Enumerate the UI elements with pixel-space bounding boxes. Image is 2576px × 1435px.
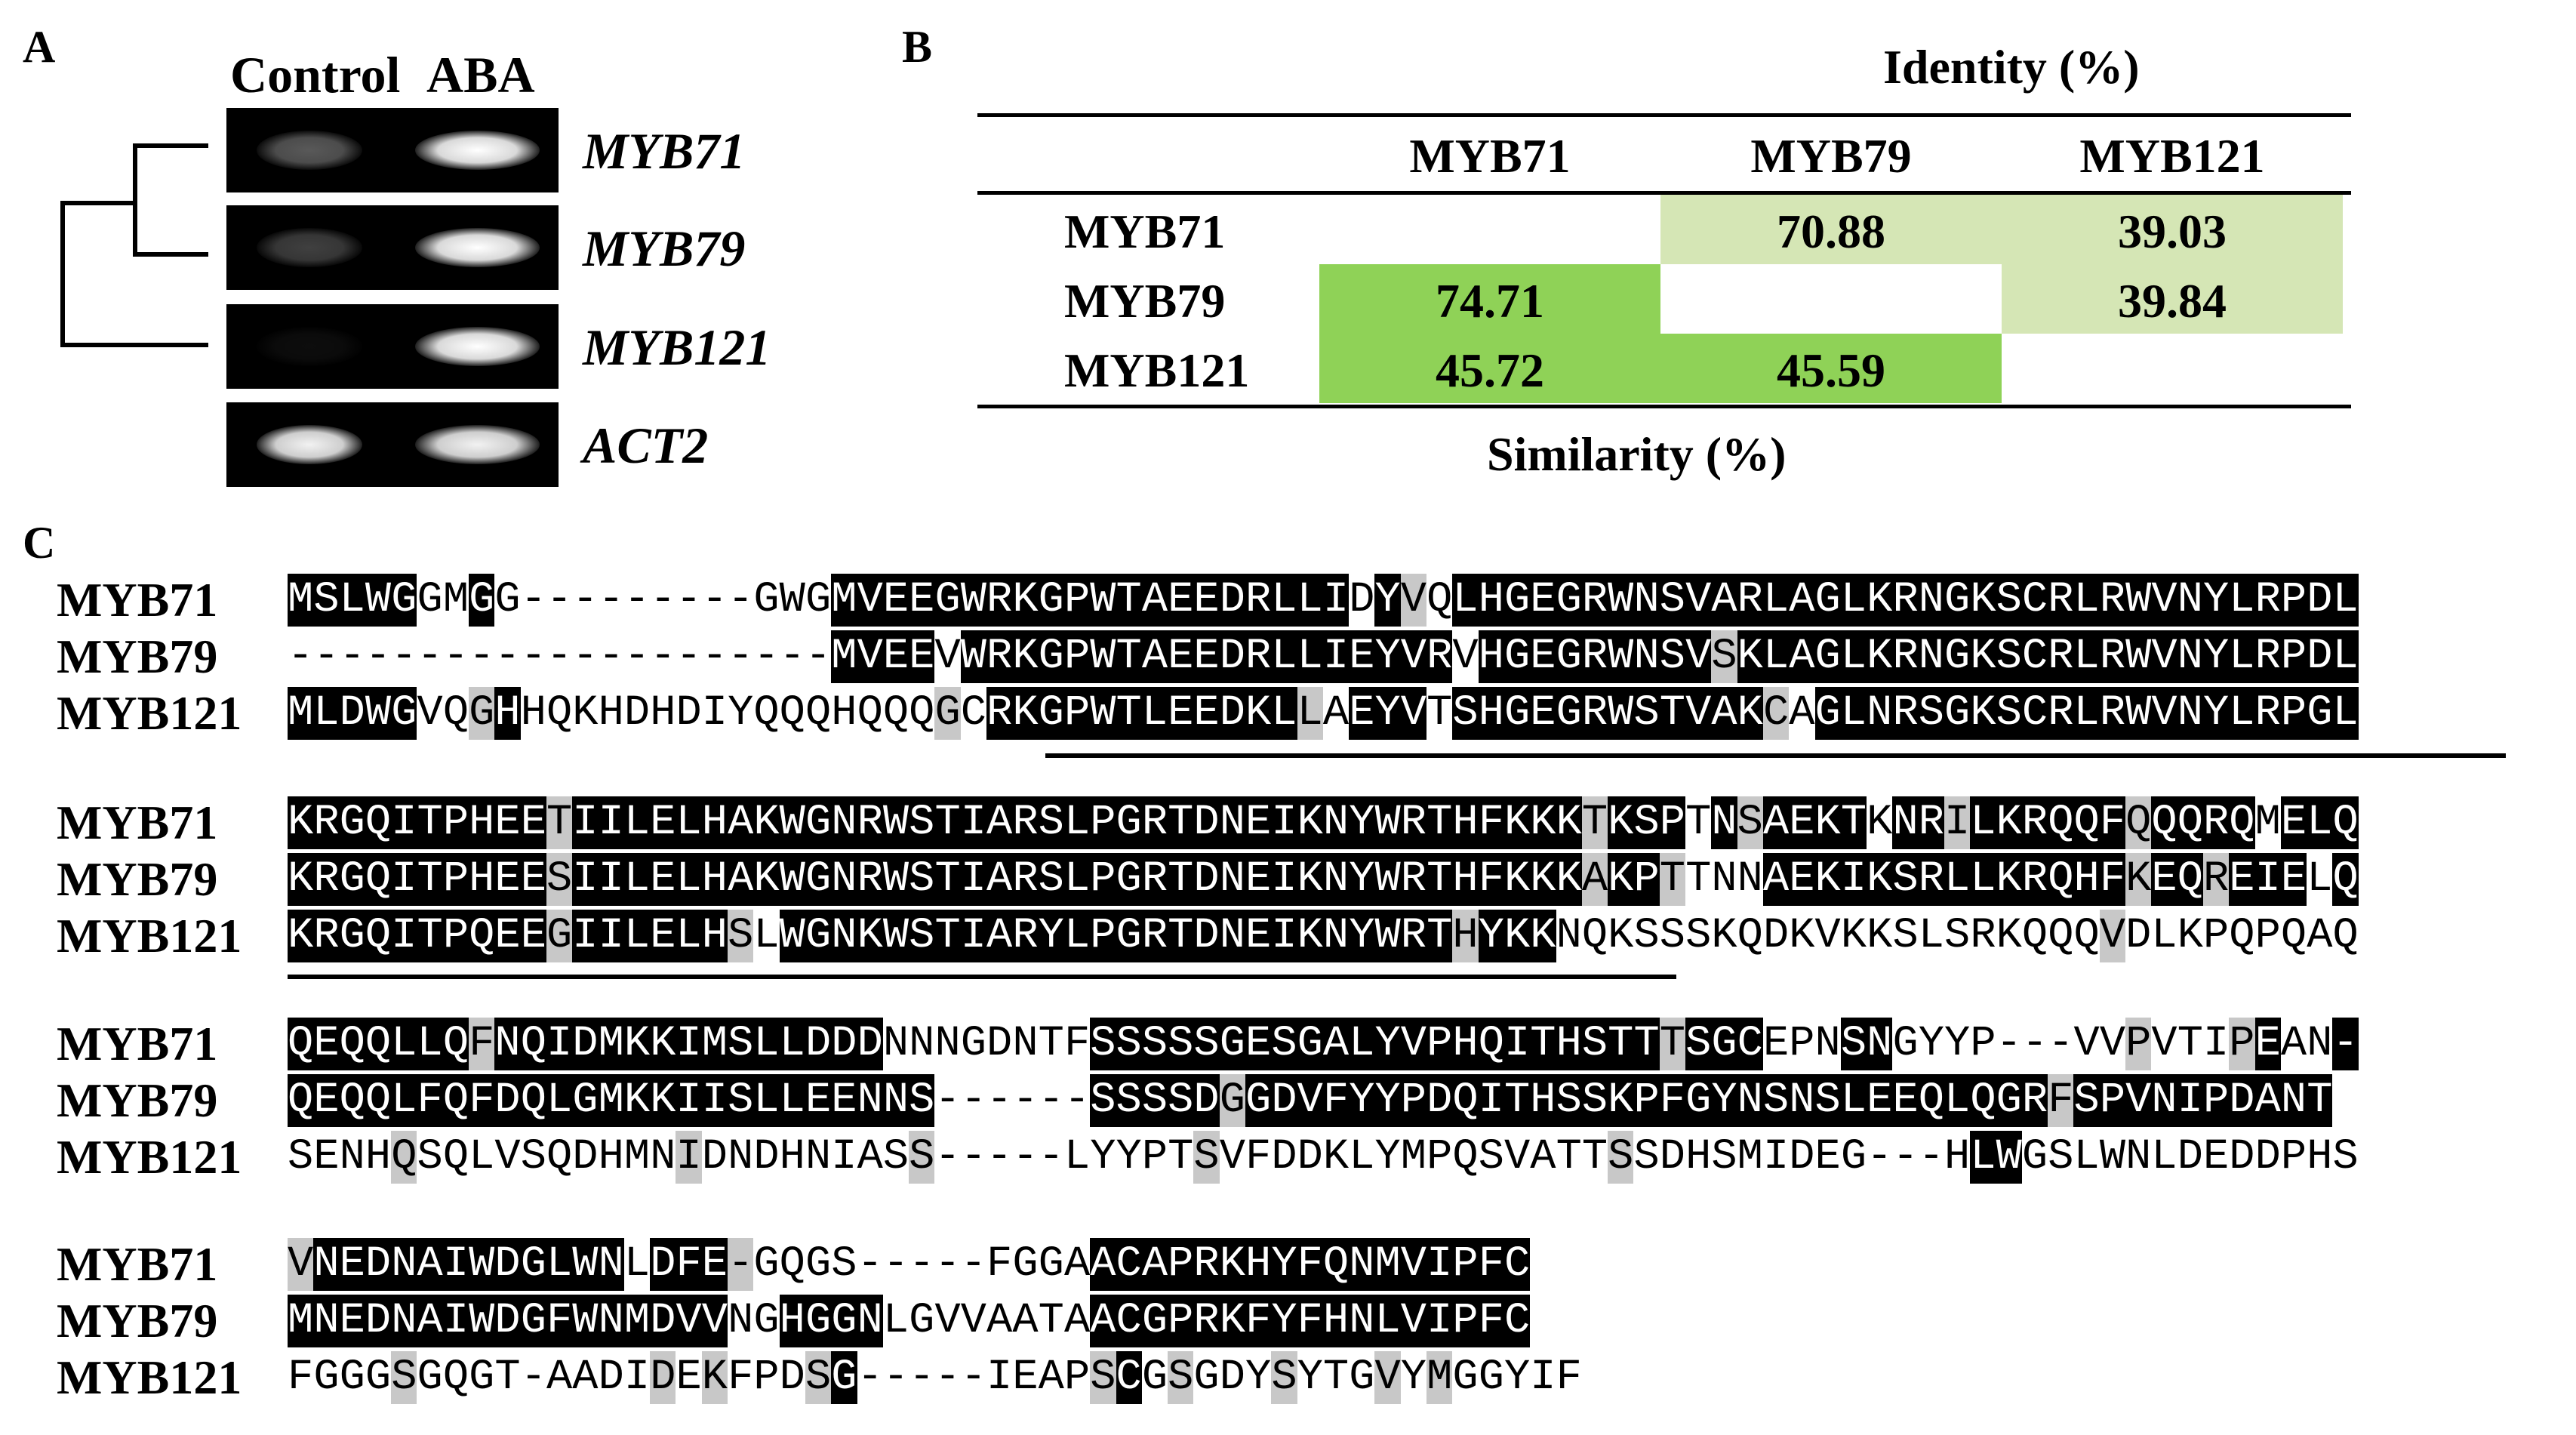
sequence-line: KRGQITPHEESIILELHAKWGNRWSTIARSLPGRTDNEIK…: [288, 853, 2359, 906]
matrix-row-label: MYB79: [1064, 274, 1226, 328]
gel-lane-row: [226, 304, 559, 389]
gel-band-control: [257, 327, 362, 366]
sequence-line: QEQQLFQFDQLGMKKIISLLEENNS------SSSSDGGDV…: [288, 1074, 2333, 1127]
sequence-name: MYB121: [57, 686, 242, 740]
sequence-name: MYB79: [57, 630, 218, 683]
sequence-name: MYB121: [57, 1130, 242, 1184]
sequence-line: FGGGSGQGT-AADIDEKFPDSG-----IEAPSCGSGDYSY…: [288, 1351, 1582, 1404]
matrix-column-header: MYB79: [1750, 129, 1912, 183]
tree-branch: [133, 143, 137, 257]
sequence-line: SENHQSQLVSQDHMNIDNDHNIASS-----LYYPTSVFDD…: [288, 1131, 2359, 1184]
sequence-name: MYB79: [57, 1073, 218, 1127]
sequence-name: MYB71: [57, 1237, 218, 1291]
sequence-line: MLDWGVQGHHQKHDHDIYQQQHQQQGCRKGPWTLEEDKLL…: [288, 687, 2359, 740]
matrix-row-label: MYB71: [1064, 205, 1226, 258]
sequence-name: MYB121: [57, 909, 242, 962]
tree-branch: [60, 201, 136, 205]
gel-lane-row: [226, 402, 559, 487]
matrix-value: 45.72: [1436, 343, 1544, 397]
matrix-column-header: MYB71: [1409, 129, 1571, 183]
similarity-cell: [1319, 264, 1660, 334]
tree-branch: [60, 343, 208, 347]
matrix-column-header: MYB121: [2079, 129, 2265, 183]
panel-label-b: B: [902, 22, 933, 72]
gel-band-aba: [415, 131, 540, 170]
gene-label: MYB79: [583, 220, 746, 277]
sequence-line: KRGQITPHEETIILELHAKWGNRWSTIARSLPGRTDNEIK…: [288, 796, 2359, 849]
matrix-value: 39.03: [2118, 205, 2227, 258]
matrix-value: 39.84: [2118, 274, 2227, 328]
gel-band-aba: [415, 425, 540, 464]
gene-label: MYB71: [583, 122, 746, 180]
similarity-cell: [1319, 334, 1660, 403]
matrix-value: 70.88: [1777, 205, 1885, 258]
gel-header-control: Control: [230, 46, 401, 103]
matrix-row-label: MYB121: [1064, 343, 1250, 397]
sequence-line: ---------------------MVEEVWRKGPWTAEEDRLL…: [288, 630, 2359, 683]
sequence-line: MSLWGGMGG---------GWGMVEEGWRKGPWTAEEDRLL…: [288, 574, 2359, 627]
table-top-rule: [977, 113, 2351, 117]
gel-band-control: [257, 425, 362, 464]
sequence-name: MYB71: [57, 796, 218, 849]
identity-cell: [1660, 195, 2002, 264]
table-header-rule: [977, 191, 2351, 195]
tree-branch: [133, 143, 208, 148]
gel-band-control: [257, 131, 362, 170]
tree-branch: [133, 252, 208, 257]
table-bottom-rule: [977, 405, 2351, 408]
matrix-value: 45.59: [1777, 343, 1885, 397]
sequence-line: QEQQLLQFNQIDMKKIMSLLDDDNNNGDNTFSSSSSGESG…: [288, 1018, 2359, 1070]
gene-label: ACT2: [583, 417, 709, 474]
tree-branch: [60, 201, 65, 347]
sequence-name: MYB121: [57, 1350, 242, 1404]
identity-label: Identity (%): [1883, 40, 2140, 94]
sequence-name: MYB79: [57, 1294, 218, 1347]
domain-underline-block2: [288, 975, 1676, 979]
identity-cell: [2002, 195, 2343, 264]
gel-band-control: [257, 228, 362, 267]
sequence-line: MNEDNAIWDGFWNMDVVNGHGGNLGVVAATAACGPRKFYF…: [288, 1295, 1531, 1347]
sequence-name: MYB71: [57, 573, 218, 627]
sequence-line: VNEDNAIWDGLWNLDFE-GQGS-----FGGAACAPRKHYF…: [288, 1238, 1531, 1291]
gel-band-aba: [415, 327, 540, 366]
domain-underline-block1: [1045, 753, 2506, 758]
gel-lane-row: [226, 205, 559, 290]
matrix-value: 74.71: [1436, 274, 1544, 328]
sequence-name: MYB71: [57, 1017, 218, 1070]
panel-label-c: C: [23, 518, 56, 568]
gel-band-aba: [415, 228, 540, 267]
sequence-name: MYB79: [57, 852, 218, 906]
gel-lane-row: [226, 108, 559, 192]
similarity-label: Similarity (%): [1487, 427, 1787, 481]
similarity-cell: [1660, 334, 2002, 403]
sequence-line: KRGQITPQEEGIILELHSLWGNKWSTIARYLPGRTDNEIK…: [288, 910, 2359, 962]
gene-label: MYB121: [583, 319, 771, 376]
panel-label-a: A: [23, 22, 56, 72]
identity-cell: [2002, 264, 2343, 334]
gel-header-aba: ABA: [426, 46, 535, 103]
